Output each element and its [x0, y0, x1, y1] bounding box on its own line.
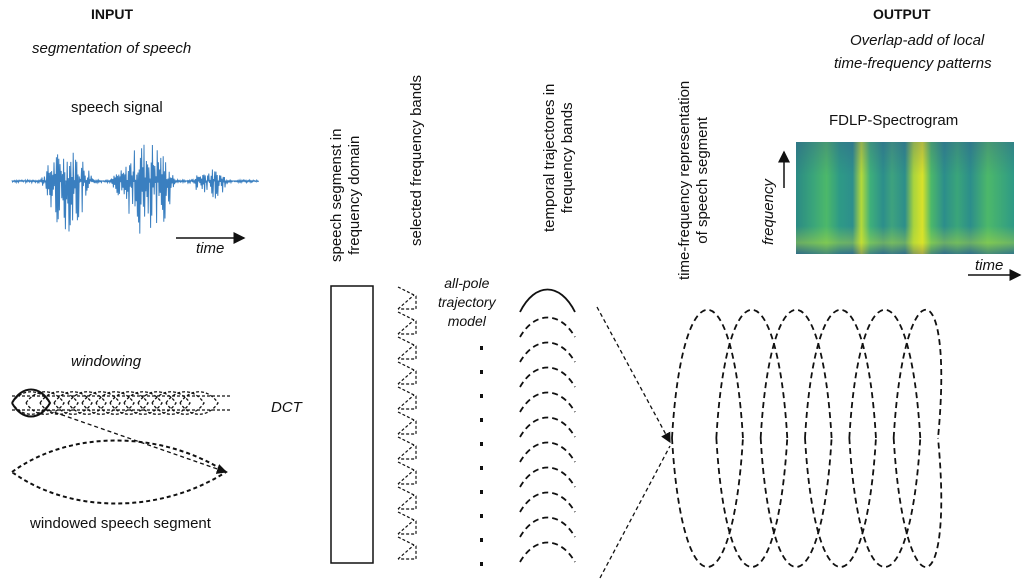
band-slope — [397, 294, 415, 310]
model-label-line1: all-pole — [444, 275, 490, 291]
dct-label: DCT — [271, 399, 302, 416]
dot — [480, 394, 483, 398]
band-shape — [397, 311, 417, 335]
window-shape — [95, 391, 135, 415]
ola-arc-lower — [759, 437, 833, 568]
output-subtitle-line2: time-frequency patterns — [834, 55, 992, 72]
trajectory-solid — [519, 288, 576, 313]
input-subtitle: segmentation of speech — [32, 40, 192, 57]
window-shape — [123, 391, 163, 415]
converge-line-bottom — [599, 445, 671, 579]
ola-arc-upper — [804, 308, 877, 439]
window-shape — [151, 391, 191, 415]
speech-signal-waveform — [11, 144, 259, 234]
ola-arc-lower — [804, 437, 877, 568]
window-shape — [81, 391, 121, 415]
dot — [480, 514, 483, 518]
dot — [480, 418, 483, 422]
band-shape — [397, 336, 417, 360]
band-slope — [397, 444, 415, 460]
model-label-line2: trajectory — [438, 294, 496, 310]
window-shape — [165, 391, 205, 415]
spectrogram-label: FDLP-Spectrogram — [829, 112, 959, 129]
window-shape — [53, 391, 93, 415]
ola-arc-upper — [759, 308, 833, 439]
trajectory-dashed — [519, 491, 576, 513]
band-shape — [397, 411, 417, 435]
band-slope — [397, 369, 415, 385]
model-label-line3: model — [447, 313, 486, 329]
spectrogram-shading — [796, 142, 1014, 254]
speech-signal-label: speech signal — [71, 99, 163, 116]
window-shape — [67, 391, 107, 415]
dot — [480, 562, 483, 566]
model-dots — [480, 346, 483, 566]
band-shape — [397, 461, 417, 485]
window-shape — [109, 391, 149, 415]
trajectory-dashed — [519, 441, 576, 463]
band-shape — [397, 286, 417, 310]
windowed-segment-shape — [11, 439, 228, 505]
band-slope — [397, 494, 415, 510]
dot — [480, 370, 483, 374]
output-subtitle-line1: Overlap-add of local — [850, 32, 985, 49]
band-slope — [397, 469, 415, 485]
trajectory-dashed — [519, 516, 576, 538]
trajectory-dashed — [519, 416, 576, 438]
band-shape — [397, 386, 417, 410]
ola-arc-lower — [715, 437, 789, 568]
ola-arc-upper — [848, 308, 922, 439]
first-window-solid — [11, 388, 52, 418]
ola-arc-upper — [892, 308, 943, 439]
frequency-domain-box — [330, 285, 374, 564]
trajectory-dashed — [519, 466, 576, 488]
output-time-label: time — [975, 257, 1004, 274]
window-shape — [179, 391, 219, 415]
temporal-trajectories — [519, 288, 576, 563]
model-label: all-pole trajectory model — [438, 274, 496, 331]
trajectory-dashed — [519, 341, 576, 363]
band-slope — [397, 319, 415, 335]
window-shape — [137, 391, 177, 415]
band-slope — [397, 544, 415, 560]
windowed-segment-label: windowed speech segment — [30, 515, 211, 532]
ola-arc-lower — [892, 437, 943, 568]
band-shape — [397, 511, 417, 535]
dot — [480, 442, 483, 446]
ola-arc-upper — [715, 308, 789, 439]
converge-line-top — [596, 306, 671, 444]
input-time-label: time — [196, 240, 225, 257]
dot — [480, 538, 483, 542]
dot — [480, 346, 483, 350]
dot — [480, 490, 483, 494]
waveform-trace — [11, 144, 259, 234]
trajectory-dashed — [519, 391, 576, 413]
band-slope — [397, 344, 415, 360]
band-slope — [397, 419, 415, 435]
ola-arc-lower — [848, 437, 922, 568]
window-shape — [25, 391, 65, 415]
windowing-windows — [11, 391, 230, 415]
band-shape — [397, 436, 417, 460]
window-shape — [39, 391, 79, 415]
window-to-segment-line — [47, 409, 228, 474]
frequency-bands — [397, 286, 417, 560]
output-title: OUTPUT — [873, 6, 931, 22]
windowing-label: windowing — [71, 353, 142, 370]
ola-arc-lower — [671, 437, 744, 568]
band-shape — [397, 361, 417, 385]
trajectory-dashed — [519, 316, 576, 338]
band-slope — [397, 394, 415, 410]
band-shape — [397, 536, 417, 560]
band-shape — [397, 486, 417, 510]
dot — [480, 466, 483, 470]
trajectory-dashed — [519, 541, 576, 563]
band-slope — [397, 519, 415, 535]
overlap-add-pattern — [671, 308, 943, 568]
trajectory-dashed — [519, 366, 576, 388]
ola-arc-upper — [671, 308, 744, 439]
input-title: INPUT — [91, 6, 133, 22]
spectrogram-image — [796, 142, 1014, 254]
